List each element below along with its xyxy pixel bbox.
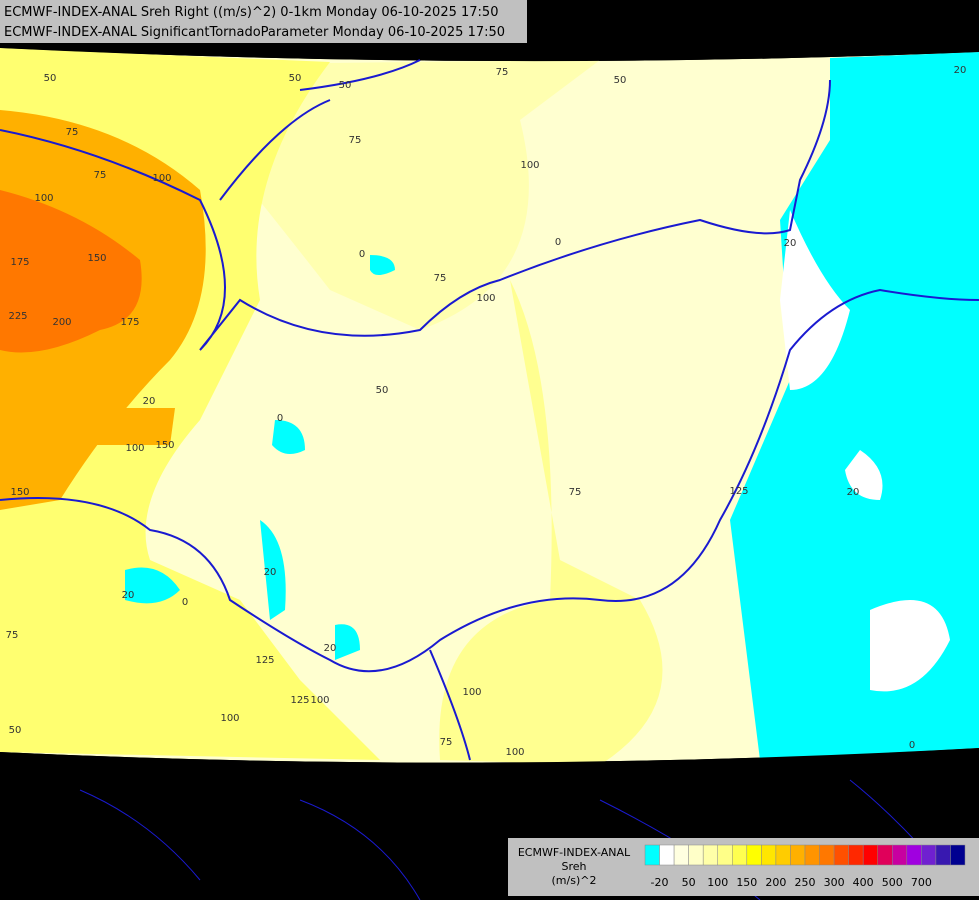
contour-label: 100 (220, 713, 239, 724)
field-zone (0, 190, 142, 353)
contour-label: 50 (339, 80, 352, 91)
legend-label: 400 (853, 876, 874, 889)
legend-swatch (892, 844, 908, 866)
legend-swatch (644, 844, 660, 866)
contour-label: 75 (434, 273, 447, 284)
legend-swatch (790, 844, 806, 866)
contour-label: 50 (44, 73, 57, 84)
contour-label: 50 (289, 73, 302, 84)
legend-swatch (804, 844, 820, 866)
contour-label: 100 (505, 747, 524, 758)
legend-label: 500 (882, 876, 903, 889)
legend-swatch (862, 844, 878, 866)
contour-label: 100 (520, 160, 539, 171)
legend-swatch (702, 844, 718, 866)
contour-label: 100 (476, 293, 495, 304)
legend-swatch (688, 844, 704, 866)
legend-label: 250 (795, 876, 816, 889)
header-line: ECMWF-INDEX-ANAL Sreh Right ((m/s)^2) 0-… (4, 5, 498, 20)
legend-swatch (833, 844, 849, 866)
contour-label: 50 (614, 75, 627, 86)
contour-label: 75 (94, 170, 107, 181)
legend-swatch (819, 844, 835, 866)
contour-label: 225 (8, 311, 27, 322)
white-zone (780, 210, 950, 692)
contour-label: 20 (324, 643, 337, 654)
contour-label: 175 (120, 317, 139, 328)
legend-swatch (950, 844, 966, 866)
legend-label: 700 (911, 876, 932, 889)
contour-label: 0 (555, 237, 561, 248)
contour-label: 50 (376, 385, 389, 396)
contour-label: 20 (847, 487, 860, 498)
border-lines (79, 779, 951, 900)
legend-swatch (659, 844, 675, 866)
legend-title: ECMWF-INDEX-ANAL (518, 846, 631, 859)
legend-swatch (877, 844, 893, 866)
legend-swatch (673, 844, 689, 866)
contour-label: 175 (10, 257, 29, 268)
legend-swatch (906, 844, 922, 866)
contour-label: 200 (52, 317, 71, 328)
contour-label: 0 (182, 597, 188, 608)
contour-label: 100 (462, 687, 481, 698)
field-zone (90, 408, 175, 445)
contour-label: 20 (784, 238, 797, 249)
border-lines (0, 59, 979, 761)
contour-label: 100 (310, 695, 329, 706)
contour-label: 100 (152, 173, 171, 184)
contour-label: 100 (34, 193, 53, 204)
contour-label: 75 (6, 630, 19, 641)
contour-label: 100 (125, 443, 144, 454)
legend-label: 150 (736, 876, 757, 889)
contour-label: 20 (264, 567, 277, 578)
contour-label: 150 (10, 487, 29, 498)
legend-label: 300 (824, 876, 845, 889)
legend-swatch (775, 844, 791, 866)
legend-label: 200 (765, 876, 786, 889)
contour-label: 75 (440, 737, 453, 748)
contour-label: 125 (255, 655, 274, 666)
header-line: ECMWF-INDEX-ANAL SignificantTornadoParam… (4, 25, 505, 40)
contour-label: 75 (66, 127, 79, 138)
contour-label: 20 (122, 590, 135, 601)
legend-label: 50 (682, 876, 696, 889)
contour-label: 150 (87, 253, 106, 264)
legend-swatch (717, 844, 733, 866)
field-zone (439, 280, 663, 765)
legend-swatch (761, 844, 777, 866)
contour-label: 75 (349, 135, 362, 146)
legend-swatch (746, 844, 762, 866)
contour-label: 125 (290, 695, 309, 706)
contour-label: 125 (729, 486, 748, 497)
legend-title: Sreh (561, 860, 586, 873)
contour-label: 150 (155, 440, 174, 451)
contour-label: 0 (359, 249, 365, 260)
legend-swatch (921, 844, 937, 866)
legend-title: (m/s)^2 (552, 874, 597, 887)
legend-swatch (732, 844, 748, 866)
contour-label: 75 (496, 67, 509, 78)
legend-label: 100 (707, 876, 728, 889)
header-box (0, 0, 527, 43)
contour-label: 0 (277, 413, 283, 424)
legend-label: -20 (651, 876, 669, 889)
contour-label: 75 (569, 487, 582, 498)
legend-swatch (848, 844, 864, 866)
contour-label: 50 (9, 725, 22, 736)
contour-label: 20 (143, 396, 156, 407)
contour-label: 0 (909, 740, 915, 751)
contour-label: 20 (954, 65, 967, 76)
legend-swatch (935, 844, 951, 866)
